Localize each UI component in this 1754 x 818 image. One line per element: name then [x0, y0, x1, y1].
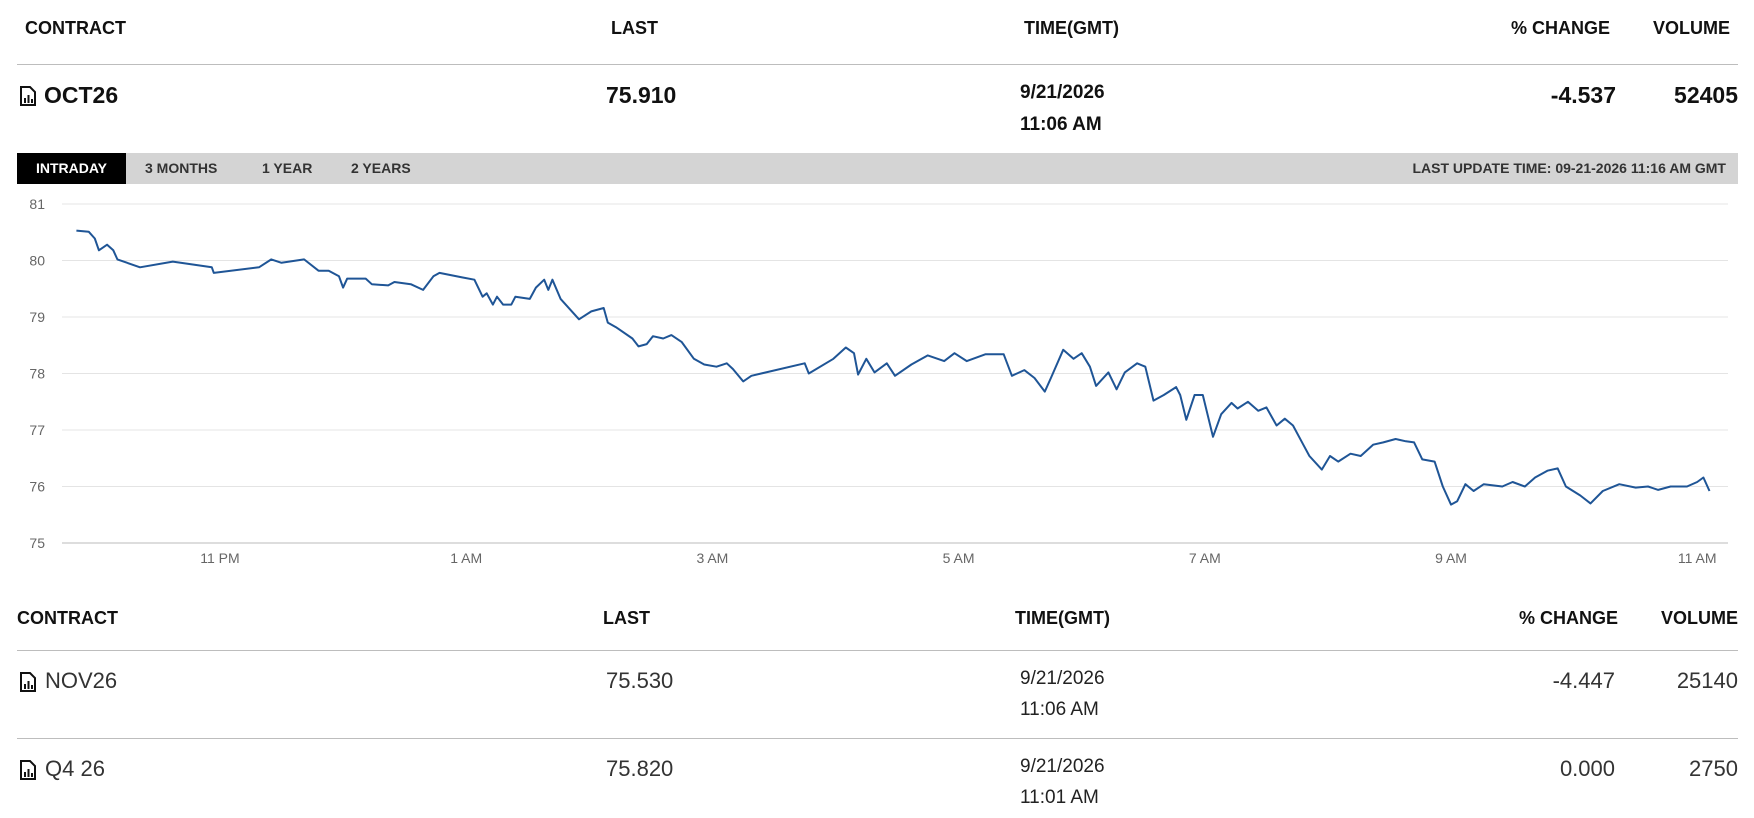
divider [17, 650, 1738, 651]
contract-name[interactable]: OCT26 [44, 82, 119, 108]
column-header: LAST [603, 608, 650, 628]
x-tick-label: 11 AM [1678, 550, 1717, 566]
divider [17, 738, 1738, 739]
volume: 2750 [1689, 756, 1738, 781]
trade-date: 9/21/2026 [1020, 82, 1105, 103]
tab-bar: INTRADAY 3 MONTHS 1 YEAR 2 YEARS LAST UP… [17, 153, 1738, 184]
last-price: 75.530 [606, 668, 674, 693]
contract-name[interactable]: Q4 26 [45, 756, 105, 781]
x-tick-label: 9 AM [1435, 550, 1467, 566]
y-tick-label: 79 [29, 309, 45, 325]
column-header: TIME(GMT) [1024, 18, 1119, 38]
percent-change: -4.447 [1552, 668, 1615, 693]
chart-icon[interactable] [20, 760, 36, 780]
tab[interactable]: 1 YEAR [262, 160, 313, 176]
x-tick-label: 7 AM [1189, 550, 1221, 566]
volume: 25140 [1676, 668, 1738, 693]
column-header: LAST [611, 18, 658, 38]
x-tick-label: 11 PM [200, 550, 239, 566]
price-line [76, 229, 1711, 506]
trade-date: 9/21/2026 [1020, 756, 1105, 777]
volume: 52405 [1674, 82, 1738, 108]
y-tick-label: 75 [29, 535, 45, 551]
trade-time: 11:06 AM [1020, 699, 1099, 720]
percent-change: 0.000 [1559, 756, 1615, 781]
x-tick-label: 1 AM [450, 550, 482, 566]
trade-time: 11:06 AM [1020, 114, 1102, 135]
last-price: 75.820 [606, 756, 674, 781]
x-tick-label: 3 AM [696, 550, 728, 566]
chart-icon[interactable] [20, 672, 36, 692]
x-tick-label: 5 AM [943, 550, 975, 566]
column-header: VOLUME [1652, 18, 1730, 38]
column-header: CONTRACT [25, 18, 126, 38]
column-header: % CHANGE [1518, 608, 1618, 628]
y-tick-label: 78 [29, 366, 45, 382]
contract-name[interactable]: NOV26 [45, 668, 118, 693]
tab[interactable]: 2 YEARS [351, 160, 411, 176]
last-update: LAST UPDATE TIME: 09-21-2026 11:16 AM GM… [1412, 160, 1726, 176]
column-header: TIME(GMT) [1015, 608, 1110, 628]
chart-icon[interactable] [20, 86, 36, 106]
y-tick-label: 80 [29, 253, 45, 269]
last-price: 75.910 [606, 82, 677, 108]
y-tick-label: 81 [29, 196, 45, 212]
column-header: % CHANGE [1510, 18, 1610, 38]
column-header: CONTRACT [17, 608, 118, 628]
tab[interactable]: 3 MONTHS [145, 160, 218, 176]
y-tick-label: 77 [29, 422, 45, 438]
column-header: VOLUME [1660, 608, 1738, 628]
trade-date: 9/21/2026 [1020, 668, 1105, 689]
intraday-chart: 75 76 77 78 79 80 81 11 PM 1 AM 3 AM 5 AM 7 AM 9 AM 1… [29, 196, 1728, 566]
tab[interactable]: INTRADAY [17, 153, 126, 184]
divider [17, 64, 1738, 65]
percent-change: -4.537 [1550, 82, 1616, 108]
trade-time: 11:01 AM [1020, 787, 1099, 808]
y-tick-label: 76 [29, 479, 45, 495]
